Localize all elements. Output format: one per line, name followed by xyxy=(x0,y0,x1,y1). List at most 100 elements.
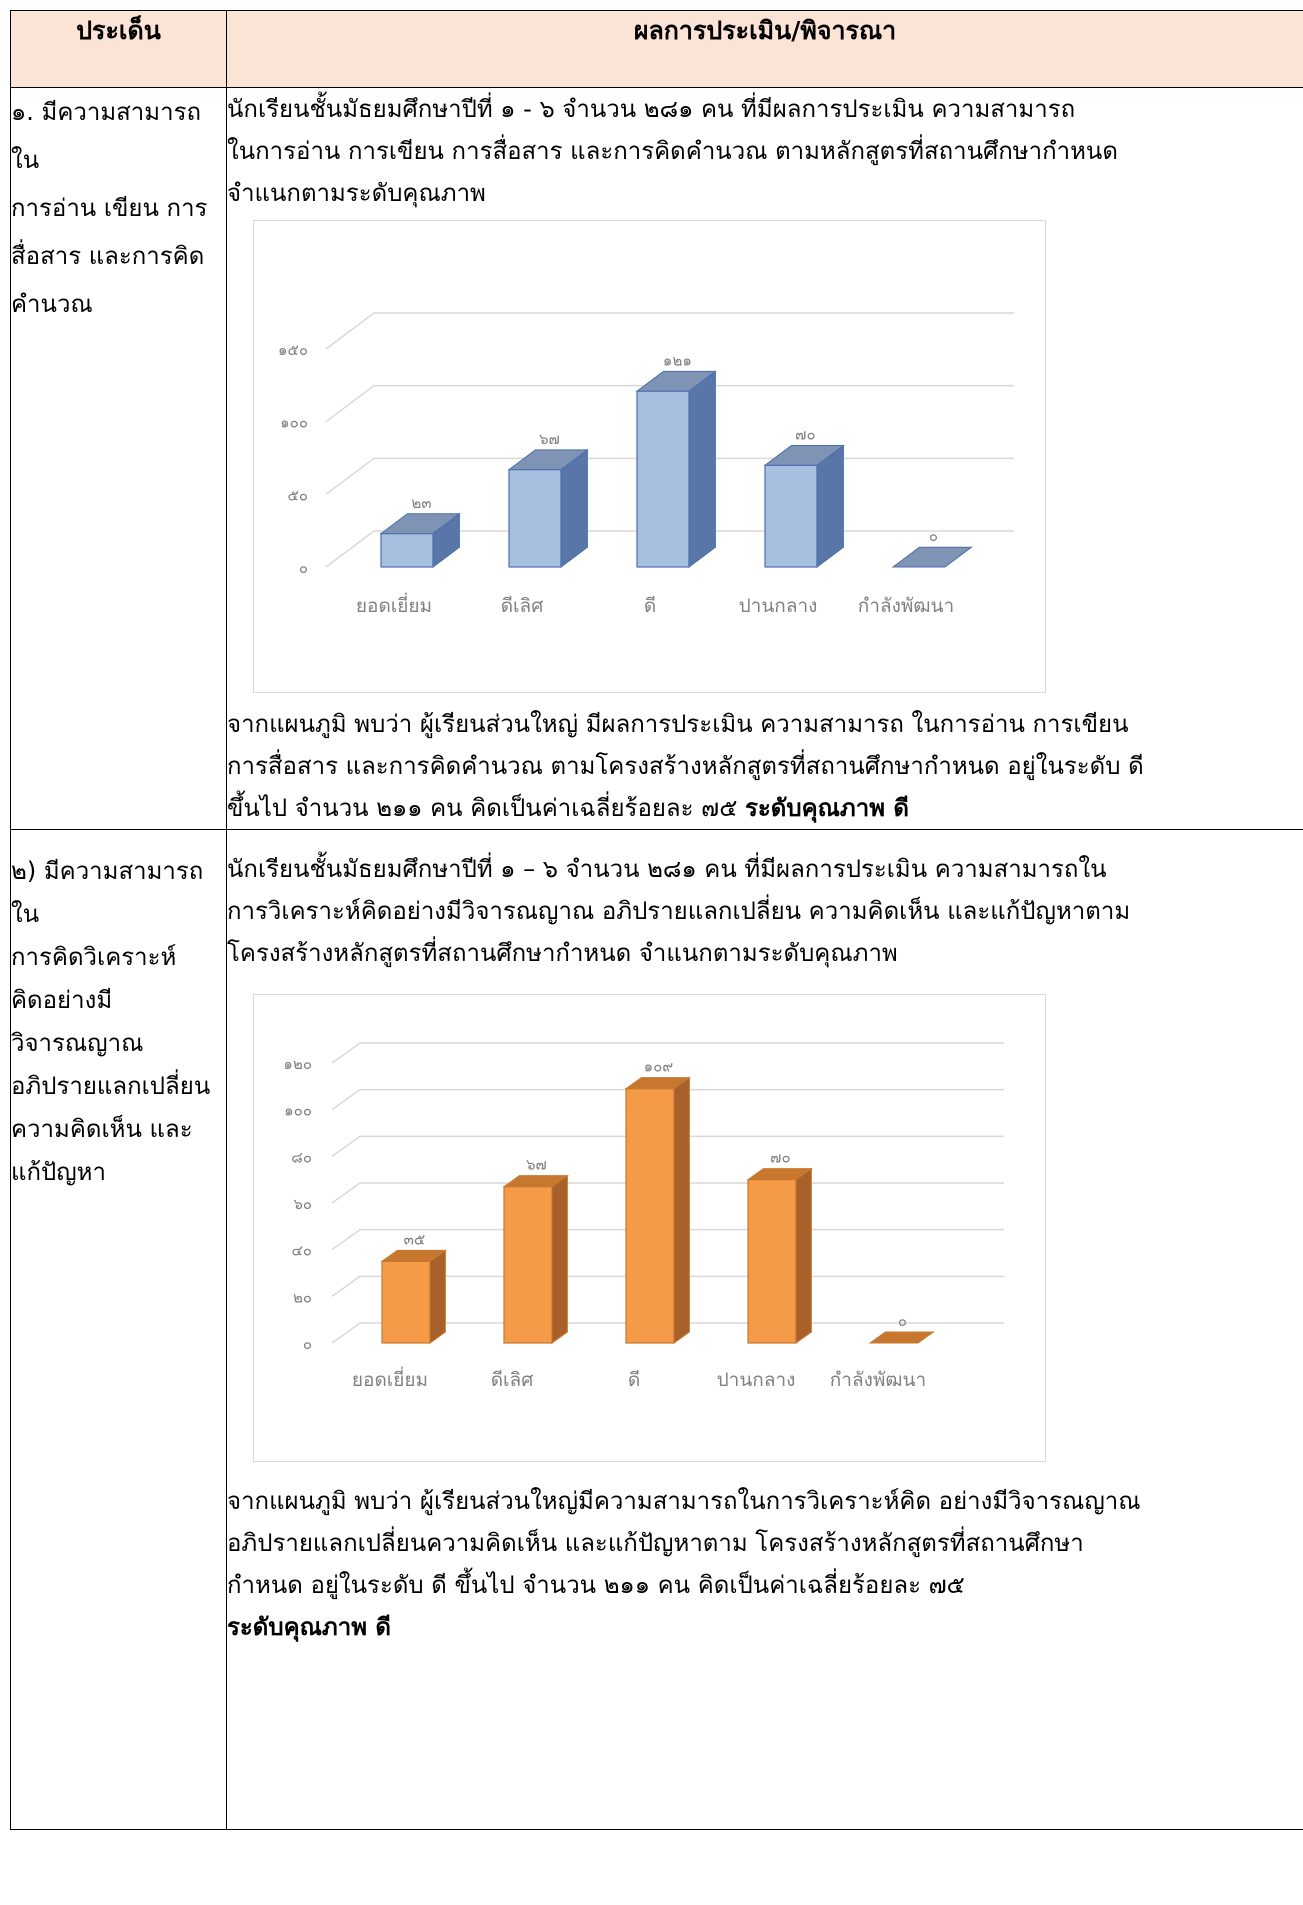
bar-side xyxy=(551,1174,568,1344)
intro-line: การวิเคราะห์คิดอย่างมีวิจารณญาณ อภิปรายแ… xyxy=(227,897,1131,925)
intro-line: โครงสร้างหลักสูตรที่สถานศึกษากำหนด จำแนก… xyxy=(227,939,898,967)
gridline xyxy=(331,1042,1004,1064)
gridline xyxy=(325,384,1014,423)
y-tick-label: ๘๐ xyxy=(291,1148,312,1166)
issue-text: ๑. มีความสามารถใน การอ่าน เขียน การ สื่อ… xyxy=(11,88,226,328)
conclusion-line: กำหนด อยู่ในระดับ ดี ขึ้นไป จำนวน ๒๑๑ คน… xyxy=(227,1571,965,1599)
data-label: ๖๗ xyxy=(539,430,560,448)
y-tick-label: ๕๐ xyxy=(287,486,308,504)
bar-front xyxy=(380,532,434,568)
bar-top xyxy=(746,1168,813,1181)
bar-side xyxy=(795,1167,812,1344)
bar-side xyxy=(816,444,844,568)
x-tick-label: ยอดเยี่ยม xyxy=(352,1366,428,1391)
bar-top xyxy=(624,1077,691,1090)
data-label: ๑๒๑ xyxy=(663,351,692,369)
conclusion-line: จากแผนภูมิ พบว่า ผู้เรียนส่วนใหญ่ มีผลกา… xyxy=(227,710,1129,738)
data-label: ๑๐๙ xyxy=(644,1058,674,1076)
issue-text: ๒) มีความสามารถใน การคิดวิเคราะห์ คิดอย่… xyxy=(11,850,226,1194)
bar-side xyxy=(688,370,716,568)
data-label: ๗๐ xyxy=(770,1149,790,1167)
bar-top xyxy=(502,1175,569,1188)
bar-top xyxy=(379,513,461,535)
x-tick-label: ปานกลาง xyxy=(739,595,818,617)
issue-line: สื่อสาร และการคิด xyxy=(11,242,205,270)
y-tick-label: ๒๐ xyxy=(293,1288,312,1306)
bar-top xyxy=(380,1249,447,1262)
intro-line: จำแนกตามระดับคุณภาพ xyxy=(227,179,486,207)
header-result: ผลการประเมิน/พิจารณา xyxy=(226,10,1303,88)
conclusion-line: ขึ้นไป จำนวน ๒๑๑ คน คิดเป็นค่าเฉลี่ยร้อย… xyxy=(227,787,1303,829)
bar-side xyxy=(673,1076,690,1344)
gridline xyxy=(331,1135,1004,1157)
table-header-row: ประเด็น ผลการประเมิน/พิจารณา xyxy=(10,10,1303,88)
bar-top xyxy=(763,444,845,466)
bar-front xyxy=(381,1260,431,1344)
quality-level: ระดับคุณภาพ ดี xyxy=(227,1613,391,1641)
bar-top xyxy=(635,370,717,392)
conclusion-paragraph: จากแผนภูมิ พบว่า ผู้เรียนส่วนใหญ่มีความส… xyxy=(227,1480,1303,1648)
bar-front xyxy=(764,464,818,568)
x-tick-label: กำลังพัฒนา xyxy=(830,1369,926,1391)
intro-paragraph: นักเรียนชั้นมัธยมศึกษาปีที่ ๑ - ๖ จำนวน … xyxy=(227,88,1303,214)
bar-side xyxy=(560,448,588,568)
data-label: ๐ xyxy=(929,527,938,545)
x-tick-label: ปานกลาง xyxy=(717,1369,796,1391)
result-cell: นักเรียนชั้นมัธยมศึกษาปีที่ ๑ - ๖ จำนวน … xyxy=(226,87,1303,830)
issue-line: ๒) มีความสามารถใน xyxy=(11,857,204,928)
issue-line: การคิดวิเคราะห์ xyxy=(11,943,177,971)
intro-paragraph: นักเรียนชั้นมัธยมศึกษาปีที่ ๑ – ๖ จำนวน … xyxy=(227,848,1303,974)
bar-front xyxy=(503,1186,553,1344)
issue-cell: ๒) มีความสามารถใน การคิดวิเคราะห์ คิดอย่… xyxy=(10,829,227,1830)
issue-line: แก้ปัญหา xyxy=(11,1158,106,1186)
bar-top xyxy=(891,546,973,568)
header-issue: ประเด็น xyxy=(10,10,227,88)
data-label: ๒๓ xyxy=(411,494,431,512)
y-tick-label: ๖๐ xyxy=(293,1195,312,1213)
bar-top xyxy=(507,449,589,471)
y-tick-label: ๔๐ xyxy=(291,1242,312,1260)
data-label: ๖๗ xyxy=(526,1156,547,1174)
issue-cell: ๑. มีความสามารถใน การอ่าน เขียน การ สื่อ… xyxy=(10,87,227,830)
result-cell: นักเรียนชั้นมัธยมศึกษาปีที่ ๑ – ๖ จำนวน … xyxy=(226,829,1303,1830)
intro-line: นักเรียนชั้นมัธยมศึกษาปีที่ ๑ - ๖ จำนวน … xyxy=(227,95,1076,123)
conclusion-paragraph: จากแผนภูมิ พบว่า ผู้เรียนส่วนใหญ่ มีผลกา… xyxy=(227,703,1303,829)
issue-line: คำนวณ xyxy=(11,290,93,318)
y-tick-label: ๐ xyxy=(299,559,308,577)
bar-front xyxy=(508,469,562,568)
issue-line: คิดอย่างมีวิจารณญาณ xyxy=(11,986,144,1057)
bar-front xyxy=(625,1088,675,1344)
gridline xyxy=(325,312,1014,350)
conclusion-line: อภิปรายแลกเปลี่ยนความคิดเห็น และแก้ปัญหา… xyxy=(227,1529,1084,1557)
conclusion-line: การสื่อสาร และการคิดคำนวณ ตามโครงสร้างหล… xyxy=(227,752,1144,780)
assessment-table: ประเด็น ผลการประเมิน/พิจารณา ๑. มีความสา… xyxy=(10,10,1303,1830)
y-tick-label: ๑๐๐ xyxy=(284,1102,312,1120)
y-tick-label: ๐ xyxy=(303,1335,312,1353)
data-label: ๓๕ xyxy=(404,1230,426,1248)
chart-frame: ๐ ๕๐ ๑๐๐ ๑๕๐ ๒๓ ยอดเยี่ยม ๖๗ ดีเลิศ ๑๒๑ ดี ๗๐ ปานกล… xyxy=(253,220,1046,693)
x-tick-label: ดีเลิศ xyxy=(491,1369,534,1391)
intro-line: ในการอ่าน การเขียน การสื่อสาร และการคิดค… xyxy=(227,137,1118,165)
conclusion-text: ขึ้นไป จำนวน ๒๑๑ คน คิดเป็นค่าเฉลี่ยร้อย… xyxy=(227,794,745,822)
bar-side xyxy=(429,1249,446,1344)
y-tick-label: ๑๐๐ xyxy=(280,414,308,432)
gridline xyxy=(331,1088,1004,1111)
y-tick-label: ๑๕๐ xyxy=(278,341,308,359)
data-label: ๐ xyxy=(898,1312,907,1330)
issue-line: อภิปรายแลกเปลี่ยน xyxy=(11,1072,211,1100)
x-tick-label: ดี xyxy=(628,1369,640,1391)
x-tick-label: ดี xyxy=(644,595,656,617)
intro-line: นักเรียนชั้นมัธยมศึกษาปีที่ ๑ – ๖ จำนวน … xyxy=(227,855,1107,883)
issue-line: ความคิดเห็น และ xyxy=(11,1115,193,1143)
table-row: ๒) มีความสามารถใน การคิดวิเคราะห์ คิดอย่… xyxy=(10,829,1303,1830)
issue-line: ๑. มีความสามารถใน xyxy=(11,98,201,174)
quality-level: ระดับคุณภาพ ดี xyxy=(744,794,909,822)
chart-frame: ๐ ๒๐ ๔๐ ๖๐ ๘๐ ๑๐๐ ๑๒๐ ๓๕ ยอดเยี่ยม ๖๗ ดีเลิศ ๑๐๙ ดี ๗… xyxy=(253,994,1046,1462)
conclusion-line: จากแผนภูมิ พบว่า ผู้เรียนส่วนใหญ่มีความส… xyxy=(227,1487,1141,1515)
data-label: ๗๐ xyxy=(795,425,815,443)
bar-top xyxy=(868,1331,935,1344)
x-tick-label: ยอดเยี่ยม xyxy=(356,592,432,617)
